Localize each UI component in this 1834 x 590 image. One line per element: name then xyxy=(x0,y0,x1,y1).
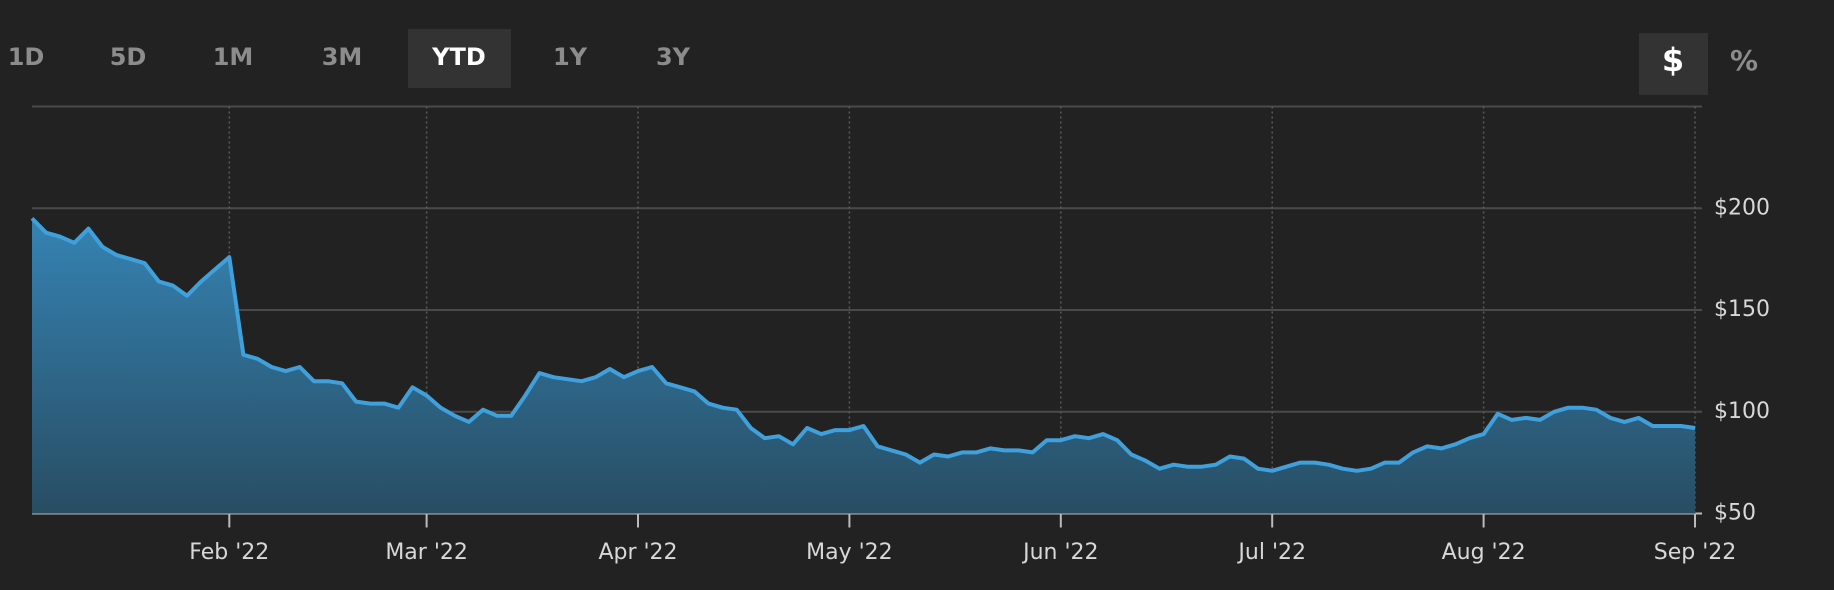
range-button[interactable]: 1D xyxy=(8,43,45,71)
y-tick-label: $100 xyxy=(1714,399,1770,424)
x-tick-label: Apr '22 xyxy=(598,540,677,565)
range-button[interactable]: 3Y xyxy=(656,43,691,71)
price-area xyxy=(32,218,1695,514)
x-tick-label: Feb '22 xyxy=(189,540,269,565)
unit-button[interactable]: % xyxy=(1730,44,1758,77)
y-tick-label: $200 xyxy=(1714,195,1770,220)
range-button-bg[interactable] xyxy=(408,29,511,88)
x-tick-label: May '22 xyxy=(806,540,893,565)
x-tick-label: Sep '22 xyxy=(1654,540,1737,565)
unit-button[interactable]: $ xyxy=(1662,41,1684,79)
x-tick-label: Mar '22 xyxy=(385,540,468,565)
y-tick-label: $50 xyxy=(1714,501,1756,526)
x-tick-label: Jul '22 xyxy=(1236,540,1306,565)
range-button[interactable]: 1M xyxy=(213,43,254,71)
unit-button-bg[interactable] xyxy=(1639,33,1708,95)
y-tick-label: $150 xyxy=(1714,297,1770,322)
x-tick-label: Aug '22 xyxy=(1442,540,1526,565)
range-button[interactable]: 3M xyxy=(322,43,363,71)
range-button[interactable]: 1Y xyxy=(553,43,588,71)
price-line xyxy=(30,216,1696,473)
range-button[interactable]: 5D xyxy=(110,43,147,71)
range-button[interactable]: YTD xyxy=(431,43,486,71)
x-tick-label: Jun '22 xyxy=(1021,540,1098,565)
